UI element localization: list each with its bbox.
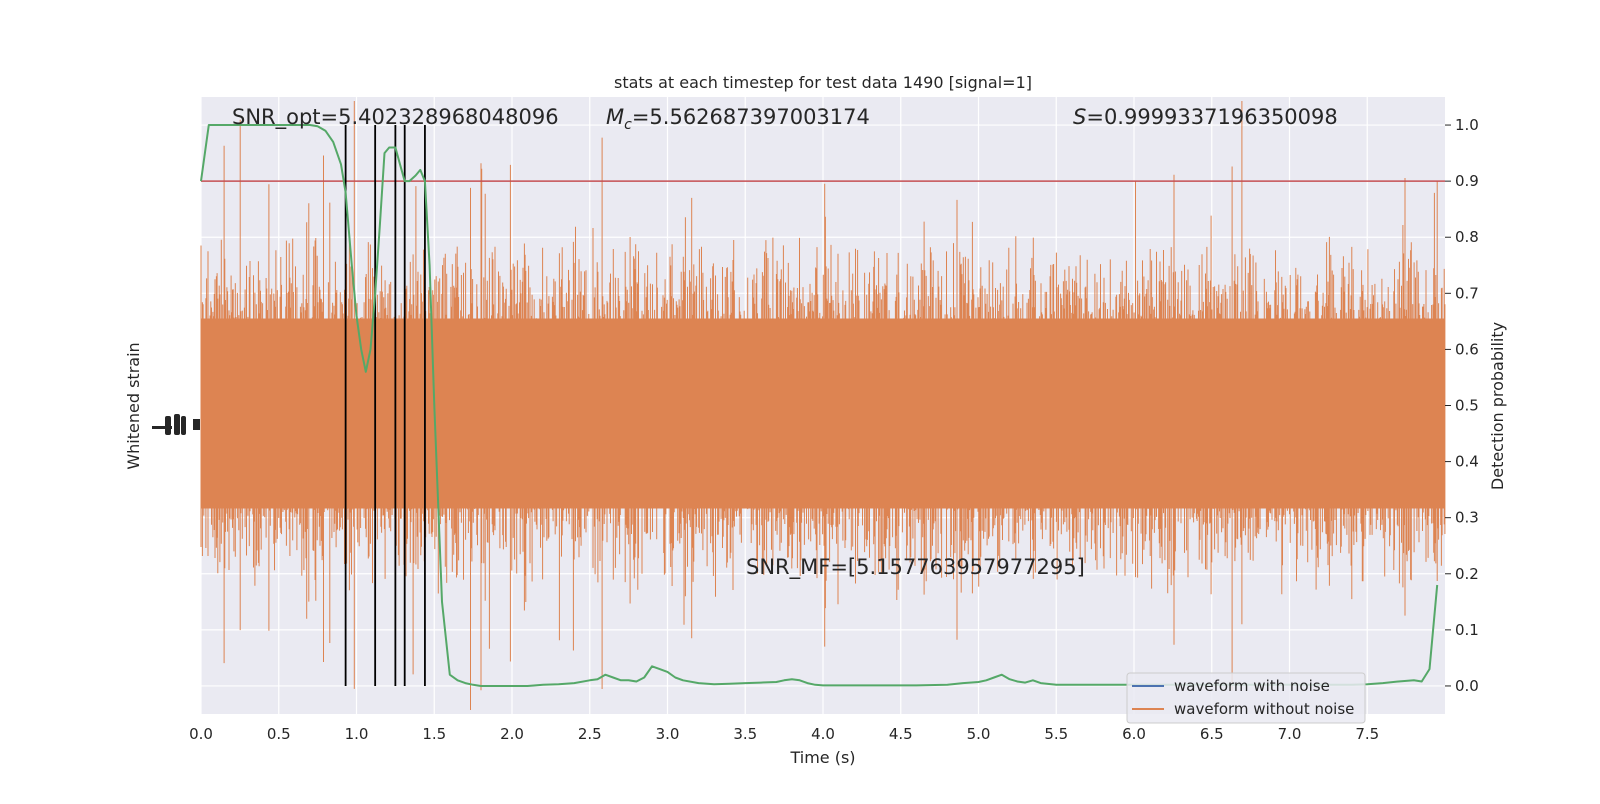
x-tick-label: 1.0 xyxy=(345,725,369,743)
x-tick-label: 3.0 xyxy=(656,725,680,743)
x-tick-label: 0.0 xyxy=(189,725,213,743)
mc-annotation: Mc=5.562687397003174 xyxy=(606,105,870,133)
probability-line xyxy=(200,124,1439,687)
x-tick-label: 6.5 xyxy=(1200,725,1224,743)
y-tick-label: 0.4 xyxy=(1455,453,1479,471)
x-tick-label: 7.0 xyxy=(1278,725,1302,743)
left-tick-mark xyxy=(193,419,200,430)
y-axis-label-right: Detection probability xyxy=(1488,322,1507,490)
snr-opt-annotation: SNR_opt=5.402328968048096 xyxy=(232,105,559,130)
y-tick-label: 0.7 xyxy=(1455,284,1479,302)
mc-symbol: M xyxy=(606,105,624,129)
left-tick-mark xyxy=(181,416,186,435)
x-tick-labels: 0.0 0.5 1.0 1.5 2.0 2.5 3.0 3.5 4.0 4.5 5.0 5.5 6.0 6… xyxy=(189,725,1379,743)
mc-value: =5.562687397003174 xyxy=(632,105,870,129)
strain-core xyxy=(201,318,1445,509)
x-tick-label: 2.5 xyxy=(578,725,602,743)
legend-label-with-noise: waveform with noise xyxy=(1174,677,1330,695)
y-axis-label-left: Whitened strain xyxy=(124,342,143,469)
x-tick-label: 3.5 xyxy=(733,725,757,743)
legend-label-without-noise: waveform without noise xyxy=(1174,700,1354,718)
x-tick-label: 5.0 xyxy=(967,725,991,743)
y-tick-label: 0.6 xyxy=(1455,340,1479,358)
mc-subscript: c xyxy=(624,117,632,133)
y-tick-label: 0.5 xyxy=(1455,397,1479,415)
legend: waveform with noise waveform without noi… xyxy=(1126,672,1366,724)
x-tick-label: 4.0 xyxy=(811,725,835,743)
left-tick-mark xyxy=(174,414,180,435)
x-tick-label: 6.0 xyxy=(1122,725,1146,743)
left-tick-mark xyxy=(152,426,172,429)
strain-waveform xyxy=(200,101,1446,710)
y-tick-label: 1.0 xyxy=(1455,116,1479,134)
x-axis-label: Time (s) xyxy=(789,748,855,767)
chart-title: stats at each timestep for test data 149… xyxy=(614,73,1032,92)
x-tick-label: 0.5 xyxy=(267,725,291,743)
legend-box xyxy=(1126,672,1366,724)
x-tick-label: 2.0 xyxy=(500,725,524,743)
y-tick-label: 0.1 xyxy=(1455,621,1479,639)
y-tick-labels: 0.0 0.1 0.2 0.3 0.4 0.5 0.6 0.7 0.8 0.9 1.0 xyxy=(1445,116,1479,695)
y-tick-label: 0.2 xyxy=(1455,565,1479,583)
x-tick-label: 7.5 xyxy=(1355,725,1379,743)
x-tick-label: 4.5 xyxy=(889,725,913,743)
x-tick-label: 5.5 xyxy=(1044,725,1068,743)
y-tick-label: 0.9 xyxy=(1455,172,1479,190)
left-tick-mark xyxy=(165,416,171,435)
x-tick-label: 1.5 xyxy=(422,725,446,743)
s-annotation: S=0.9999337196350098 xyxy=(1073,105,1338,129)
y-tick-label: 0.0 xyxy=(1455,677,1479,695)
y-tick-label: 0.8 xyxy=(1455,228,1479,246)
probability-series xyxy=(200,124,1439,687)
y-tick-label: 0.3 xyxy=(1455,509,1479,527)
s-value: =0.9999337196350098 xyxy=(1086,105,1337,129)
s-symbol: S xyxy=(1073,105,1086,129)
trigger-lines xyxy=(344,125,426,686)
left-axis-ticks-cluster xyxy=(152,414,200,435)
snr-mf-annotation: SNR_MF=[5.157763957977295] xyxy=(746,555,1085,580)
